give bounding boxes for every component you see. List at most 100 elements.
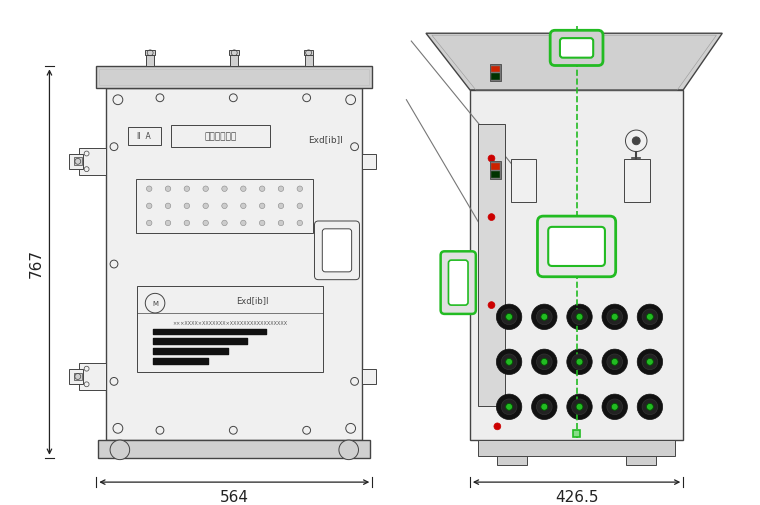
- Circle shape: [602, 349, 628, 375]
- Text: Exd[ib]Ⅰ: Exd[ib]Ⅰ: [236, 295, 269, 304]
- Bar: [363, 154, 376, 170]
- Circle shape: [505, 403, 512, 411]
- Circle shape: [297, 204, 302, 209]
- Bar: [497, 456, 527, 466]
- Circle shape: [647, 314, 654, 321]
- Circle shape: [147, 204, 152, 209]
- Bar: [146, 56, 154, 67]
- Circle shape: [637, 394, 663, 420]
- Bar: [106, 89, 363, 440]
- Circle shape: [496, 349, 522, 375]
- Bar: [138, 286, 323, 372]
- Circle shape: [611, 314, 618, 321]
- Circle shape: [647, 359, 654, 366]
- FancyBboxPatch shape: [560, 39, 594, 59]
- Circle shape: [607, 310, 622, 325]
- FancyBboxPatch shape: [537, 217, 616, 277]
- Circle shape: [637, 349, 663, 375]
- Circle shape: [203, 204, 208, 209]
- Circle shape: [278, 187, 283, 192]
- Bar: [489, 65, 502, 82]
- Circle shape: [502, 355, 517, 370]
- Bar: [492, 164, 499, 170]
- Circle shape: [241, 187, 246, 192]
- Circle shape: [241, 221, 246, 226]
- Text: Exd[ib]Ⅰ: Exd[ib]Ⅰ: [308, 135, 343, 144]
- Bar: [145, 51, 155, 56]
- Circle shape: [278, 204, 283, 209]
- Circle shape: [602, 305, 628, 330]
- Circle shape: [184, 221, 189, 226]
- Circle shape: [241, 204, 246, 209]
- Bar: [626, 456, 656, 466]
- Circle shape: [572, 310, 587, 325]
- Circle shape: [567, 349, 592, 375]
- Circle shape: [505, 359, 512, 366]
- Bar: [363, 369, 376, 384]
- Circle shape: [611, 403, 618, 411]
- Circle shape: [147, 221, 152, 226]
- Circle shape: [488, 302, 495, 309]
- Text: 严禁带电开盖: 严禁带电开盖: [204, 132, 236, 141]
- Bar: [492, 74, 499, 80]
- Bar: [492, 172, 499, 178]
- Circle shape: [502, 310, 517, 325]
- Circle shape: [297, 221, 302, 226]
- Circle shape: [184, 187, 189, 192]
- Circle shape: [611, 359, 618, 366]
- Bar: [230, 51, 239, 56]
- Circle shape: [537, 310, 552, 325]
- Bar: [305, 56, 312, 67]
- Circle shape: [488, 156, 495, 163]
- Bar: [625, 160, 650, 203]
- Circle shape: [602, 394, 628, 420]
- Circle shape: [576, 359, 583, 366]
- Circle shape: [339, 440, 359, 460]
- Circle shape: [541, 403, 548, 411]
- Circle shape: [576, 314, 583, 321]
- Circle shape: [576, 403, 583, 411]
- Text: 426.5: 426.5: [555, 489, 598, 504]
- Circle shape: [494, 423, 501, 430]
- Circle shape: [496, 394, 522, 420]
- Circle shape: [496, 305, 522, 330]
- Text: 767: 767: [29, 248, 43, 277]
- Circle shape: [531, 349, 557, 375]
- Circle shape: [642, 355, 657, 370]
- Circle shape: [222, 187, 227, 192]
- Bar: [171, 126, 271, 147]
- Bar: [492, 66, 499, 72]
- Circle shape: [222, 221, 227, 226]
- Circle shape: [278, 221, 283, 226]
- Bar: [79, 363, 106, 390]
- Circle shape: [531, 394, 557, 420]
- Circle shape: [537, 399, 552, 415]
- Bar: [128, 128, 161, 145]
- Bar: [572, 430, 581, 437]
- Circle shape: [184, 204, 189, 209]
- Circle shape: [259, 204, 265, 209]
- Circle shape: [259, 221, 265, 226]
- Circle shape: [165, 221, 171, 226]
- Circle shape: [642, 310, 657, 325]
- FancyBboxPatch shape: [550, 31, 603, 66]
- Circle shape: [625, 131, 647, 153]
- Circle shape: [642, 399, 657, 415]
- Text: ×××XXXX×XXXXXXX×XXXXXXXXXXXXXXXXX: ×××XXXX×XXXXXXX×XXXXXXXXXXXXXXXXX: [173, 321, 288, 326]
- Circle shape: [222, 204, 227, 209]
- Text: M: M: [152, 300, 158, 307]
- Circle shape: [165, 187, 171, 192]
- Circle shape: [531, 305, 557, 330]
- Bar: [97, 67, 372, 89]
- Bar: [74, 373, 82, 381]
- Bar: [230, 56, 238, 67]
- Circle shape: [572, 399, 587, 415]
- Circle shape: [567, 394, 592, 420]
- Bar: [79, 148, 106, 176]
- Circle shape: [110, 440, 130, 460]
- Circle shape: [297, 187, 302, 192]
- Circle shape: [567, 305, 592, 330]
- Bar: [106, 89, 363, 440]
- FancyBboxPatch shape: [441, 252, 476, 314]
- Text: Ⅱ  A: Ⅱ A: [138, 132, 151, 141]
